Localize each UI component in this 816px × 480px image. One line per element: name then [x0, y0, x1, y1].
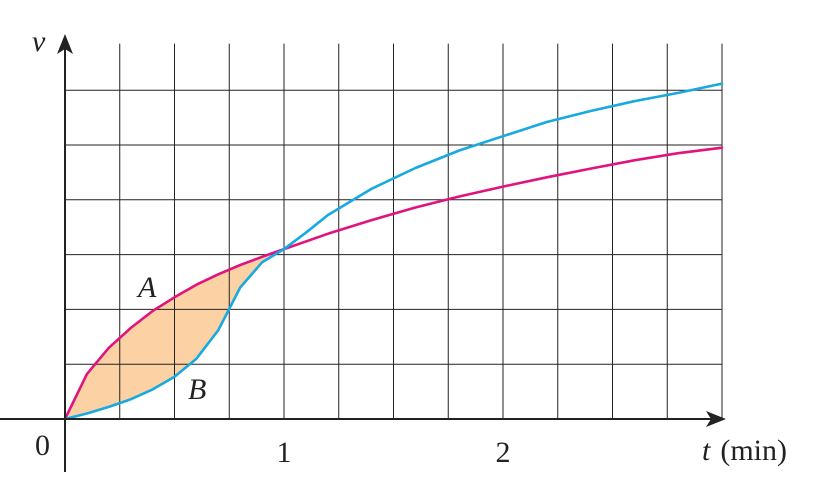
x-axis-label-group: t (min) — [702, 434, 787, 467]
x-axis-arrow-icon — [706, 411, 726, 427]
origin-label: 0 — [35, 429, 50, 462]
series-b-line — [63, 82, 724, 421]
x-tick-label: 2 — [496, 436, 511, 469]
x-axis-label: t — [702, 434, 711, 467]
series-a-label: A — [136, 271, 157, 304]
y-axis-arrow-icon — [57, 34, 73, 54]
x-tick-label: 1 — [277, 436, 292, 469]
series-layer — [63, 82, 724, 421]
x-axis-unit: (min) — [720, 434, 787, 467]
series-b-label: B — [188, 373, 206, 406]
y-axis-label: v — [32, 25, 46, 58]
axes — [0, 34, 726, 472]
